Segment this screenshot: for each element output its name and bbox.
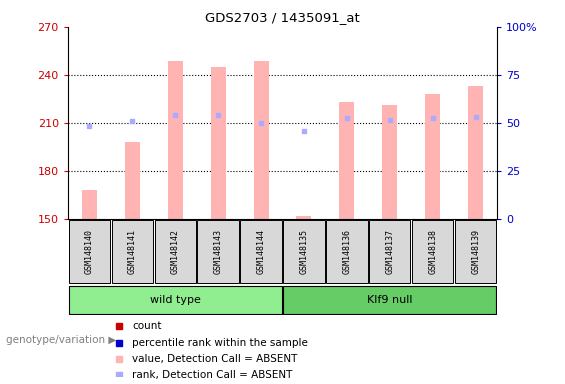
Text: GSM148143: GSM148143: [214, 229, 223, 274]
Bar: [211, 67, 225, 219]
Bar: [383, 105, 397, 219]
Text: GSM148140: GSM148140: [85, 229, 94, 274]
Bar: [241, 220, 281, 283]
Text: rank, Detection Call = ABSENT: rank, Detection Call = ABSENT: [132, 370, 293, 380]
Text: GSM148144: GSM148144: [257, 229, 266, 274]
Title: GDS2703 / 1435091_at: GDS2703 / 1435091_at: [205, 11, 360, 24]
Bar: [168, 61, 182, 219]
Text: genotype/variation ▶: genotype/variation ▶: [6, 335, 116, 345]
Bar: [82, 190, 97, 219]
Bar: [412, 220, 453, 283]
Text: value, Detection Call = ABSENT: value, Detection Call = ABSENT: [132, 354, 298, 364]
Bar: [69, 220, 110, 283]
Text: Klf9 null: Klf9 null: [367, 295, 412, 305]
Bar: [284, 220, 324, 283]
Bar: [327, 220, 367, 283]
Text: GSM148136: GSM148136: [342, 229, 351, 274]
Bar: [284, 286, 496, 314]
Text: GSM148142: GSM148142: [171, 229, 180, 274]
Bar: [155, 220, 195, 283]
Text: GSM148137: GSM148137: [385, 229, 394, 274]
Bar: [340, 102, 354, 219]
Bar: [370, 220, 410, 283]
Bar: [455, 220, 496, 283]
Bar: [112, 220, 153, 283]
Bar: [254, 61, 268, 219]
Text: GSM148141: GSM148141: [128, 229, 137, 274]
Text: GSM148135: GSM148135: [299, 229, 308, 274]
Text: percentile rank within the sample: percentile rank within the sample: [132, 338, 308, 348]
Bar: [468, 86, 483, 219]
Text: GSM148138: GSM148138: [428, 229, 437, 274]
Text: wild type: wild type: [150, 295, 201, 305]
Bar: [297, 216, 311, 219]
Bar: [198, 220, 238, 283]
Bar: [425, 94, 440, 219]
Bar: [69, 286, 281, 314]
Text: GSM148139: GSM148139: [471, 229, 480, 274]
Bar: [125, 142, 140, 219]
Text: count: count: [132, 321, 162, 331]
